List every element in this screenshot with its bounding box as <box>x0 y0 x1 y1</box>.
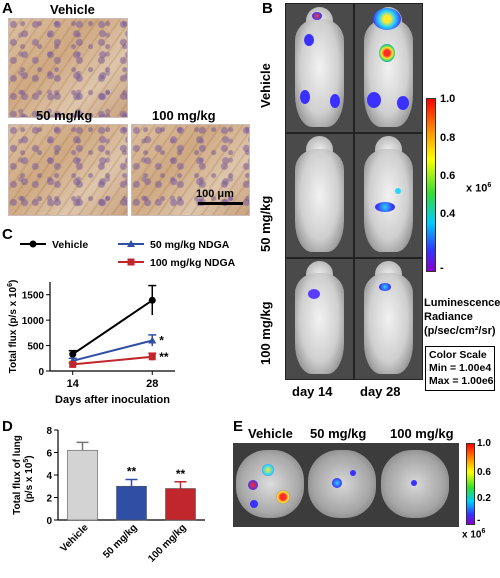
panel-e-title-vehicle: Vehicle <box>248 426 293 441</box>
chart-d-ylabel: Total flux of lung(p/s x 105) <box>12 435 35 515</box>
mouse-50-day28 <box>354 133 423 258</box>
panel-d-label: D <box>2 418 13 435</box>
series-point <box>148 353 156 361</box>
panel-c-label: C <box>2 226 13 243</box>
colorbar-e-tick-2: 0.6 <box>477 467 491 478</box>
legend-marker <box>127 240 135 247</box>
colorbar-b-tick-3: 0.6 <box>440 170 456 182</box>
series-line-2 <box>72 355 153 366</box>
bar-category-label: Vehicle <box>58 522 90 554</box>
chart-d-ytick-label: 2 <box>46 494 52 505</box>
bar-category-label: 100 mg/kg <box>146 522 188 564</box>
chart-c-xlabel: Days after inoculation <box>55 394 170 406</box>
panel-a-title-50: 50 mg/kg <box>36 108 93 123</box>
ihc-image-100mgkg <box>131 124 250 216</box>
colorbar-e-tick-4: - <box>477 515 481 526</box>
mouse-100-day28 <box>354 258 423 380</box>
legend-label-2: 100 mg/kg NDGA <box>150 257 236 269</box>
bar-0 <box>67 449 98 521</box>
color-scale-box: Color Scale Min = 1.00e4 Max = 1.00e6 <box>425 346 495 391</box>
legend-label-0: Vehicle <box>52 239 88 251</box>
panel-b-row-vehicle: Vehicle <box>258 63 273 108</box>
lung-100mgkg <box>381 450 449 518</box>
scale-bar <box>198 202 243 205</box>
series-line-1 <box>72 339 153 362</box>
panel-b-colorbar <box>426 98 436 272</box>
panel-e-title-50: 50 mg/kg <box>310 426 367 441</box>
panel-a-title-vehicle: Vehicle <box>50 2 95 17</box>
mouse-vehicle-day14 <box>285 3 354 133</box>
chart-c-ytick-label: 500 <box>27 342 44 353</box>
colorbar-b-tick-4: 0.4 <box>440 208 456 220</box>
panel-b-row-100: 100 mg/kg <box>258 301 273 365</box>
mouse-100-day14 <box>285 258 354 380</box>
mouse-50-day14 <box>285 133 354 258</box>
series-point <box>69 360 77 368</box>
colorbar-b-tick-1: 1.0 <box>440 93 456 105</box>
series-point <box>148 336 157 344</box>
bar-category-label: 50 mg/kg <box>101 522 139 560</box>
panel-b-label: B <box>262 0 273 17</box>
panel-b-col-day28: day 28 <box>360 384 401 399</box>
series-point <box>69 350 77 358</box>
panel-e-colorbar <box>466 443 475 525</box>
legend-marker <box>29 240 37 248</box>
chart-c-xtick-label: 14 <box>67 378 80 390</box>
legend-marker <box>127 258 135 266</box>
panel-e-title-100: 100 mg/kg <box>390 426 454 441</box>
panel-b-col-day14: day 14 <box>292 384 333 399</box>
mouse-vehicle-day28 <box>354 3 423 133</box>
bar-significance: ** <box>176 467 186 481</box>
chart-c-ytick-label: 1000 <box>22 316 45 327</box>
colorbar-b-tick-2: 0.8 <box>440 132 456 144</box>
colorbar-e-tick-3: 0.2 <box>477 493 491 504</box>
colorbar-e-multiplier: x 106 <box>462 528 486 541</box>
chart-d-ytick-label: 8 <box>46 426 52 437</box>
colorbar-b-caption: Luminescence Radiance (p/sec/cm²/sr) <box>424 297 500 337</box>
series-line-0 <box>72 299 153 356</box>
panel-e-label: E <box>233 418 244 435</box>
series-significance: * <box>159 333 164 347</box>
colorbar-b-multiplier: x 106 <box>466 182 492 195</box>
scale-bar-label: 100 μm <box>196 188 234 200</box>
colorbar-e-tick-1: 1.0 <box>477 438 491 449</box>
chart-d-ytick-label: 4 <box>46 471 52 482</box>
chart-c-xtick-label: 28 <box>146 378 158 390</box>
chart-d-ytick-label: 6 <box>46 449 52 460</box>
chart-d-ytick-label: 0 <box>46 516 52 527</box>
ihc-image-vehicle <box>8 18 128 118</box>
chart-d-bar: 0 2 4 6 8 Total flux of lung(p/s x 105) Vehicl… <box>12 426 205 565</box>
panel-b-row-50: 50 mg/kg <box>258 195 273 252</box>
chart-c-ytick-label: 0 <box>38 367 44 378</box>
chart-c-line: 0 500 1000 1500 14 28 Days after inoculation To… <box>7 239 236 406</box>
bar-significance: ** <box>127 465 137 479</box>
bar-2 <box>165 488 196 521</box>
colorbar-b-tick-5: - <box>440 262 444 274</box>
panel-a-title-100: 100 mg/kg <box>152 108 216 123</box>
lung-vehicle <box>236 450 304 518</box>
bar-1 <box>116 485 147 521</box>
series-point <box>148 296 156 304</box>
series-significance: ** <box>159 350 169 364</box>
lung-50mgkg <box>308 450 376 518</box>
chart-c-ylabel: Total flux (p/s x 106) <box>7 280 19 374</box>
chart-c-ytick-label: 1500 <box>22 291 45 302</box>
ihc-image-50mgkg <box>8 124 128 216</box>
legend-label-1: 50 mg/kg NDGA <box>150 239 230 251</box>
panel-a-label: A <box>2 0 13 17</box>
